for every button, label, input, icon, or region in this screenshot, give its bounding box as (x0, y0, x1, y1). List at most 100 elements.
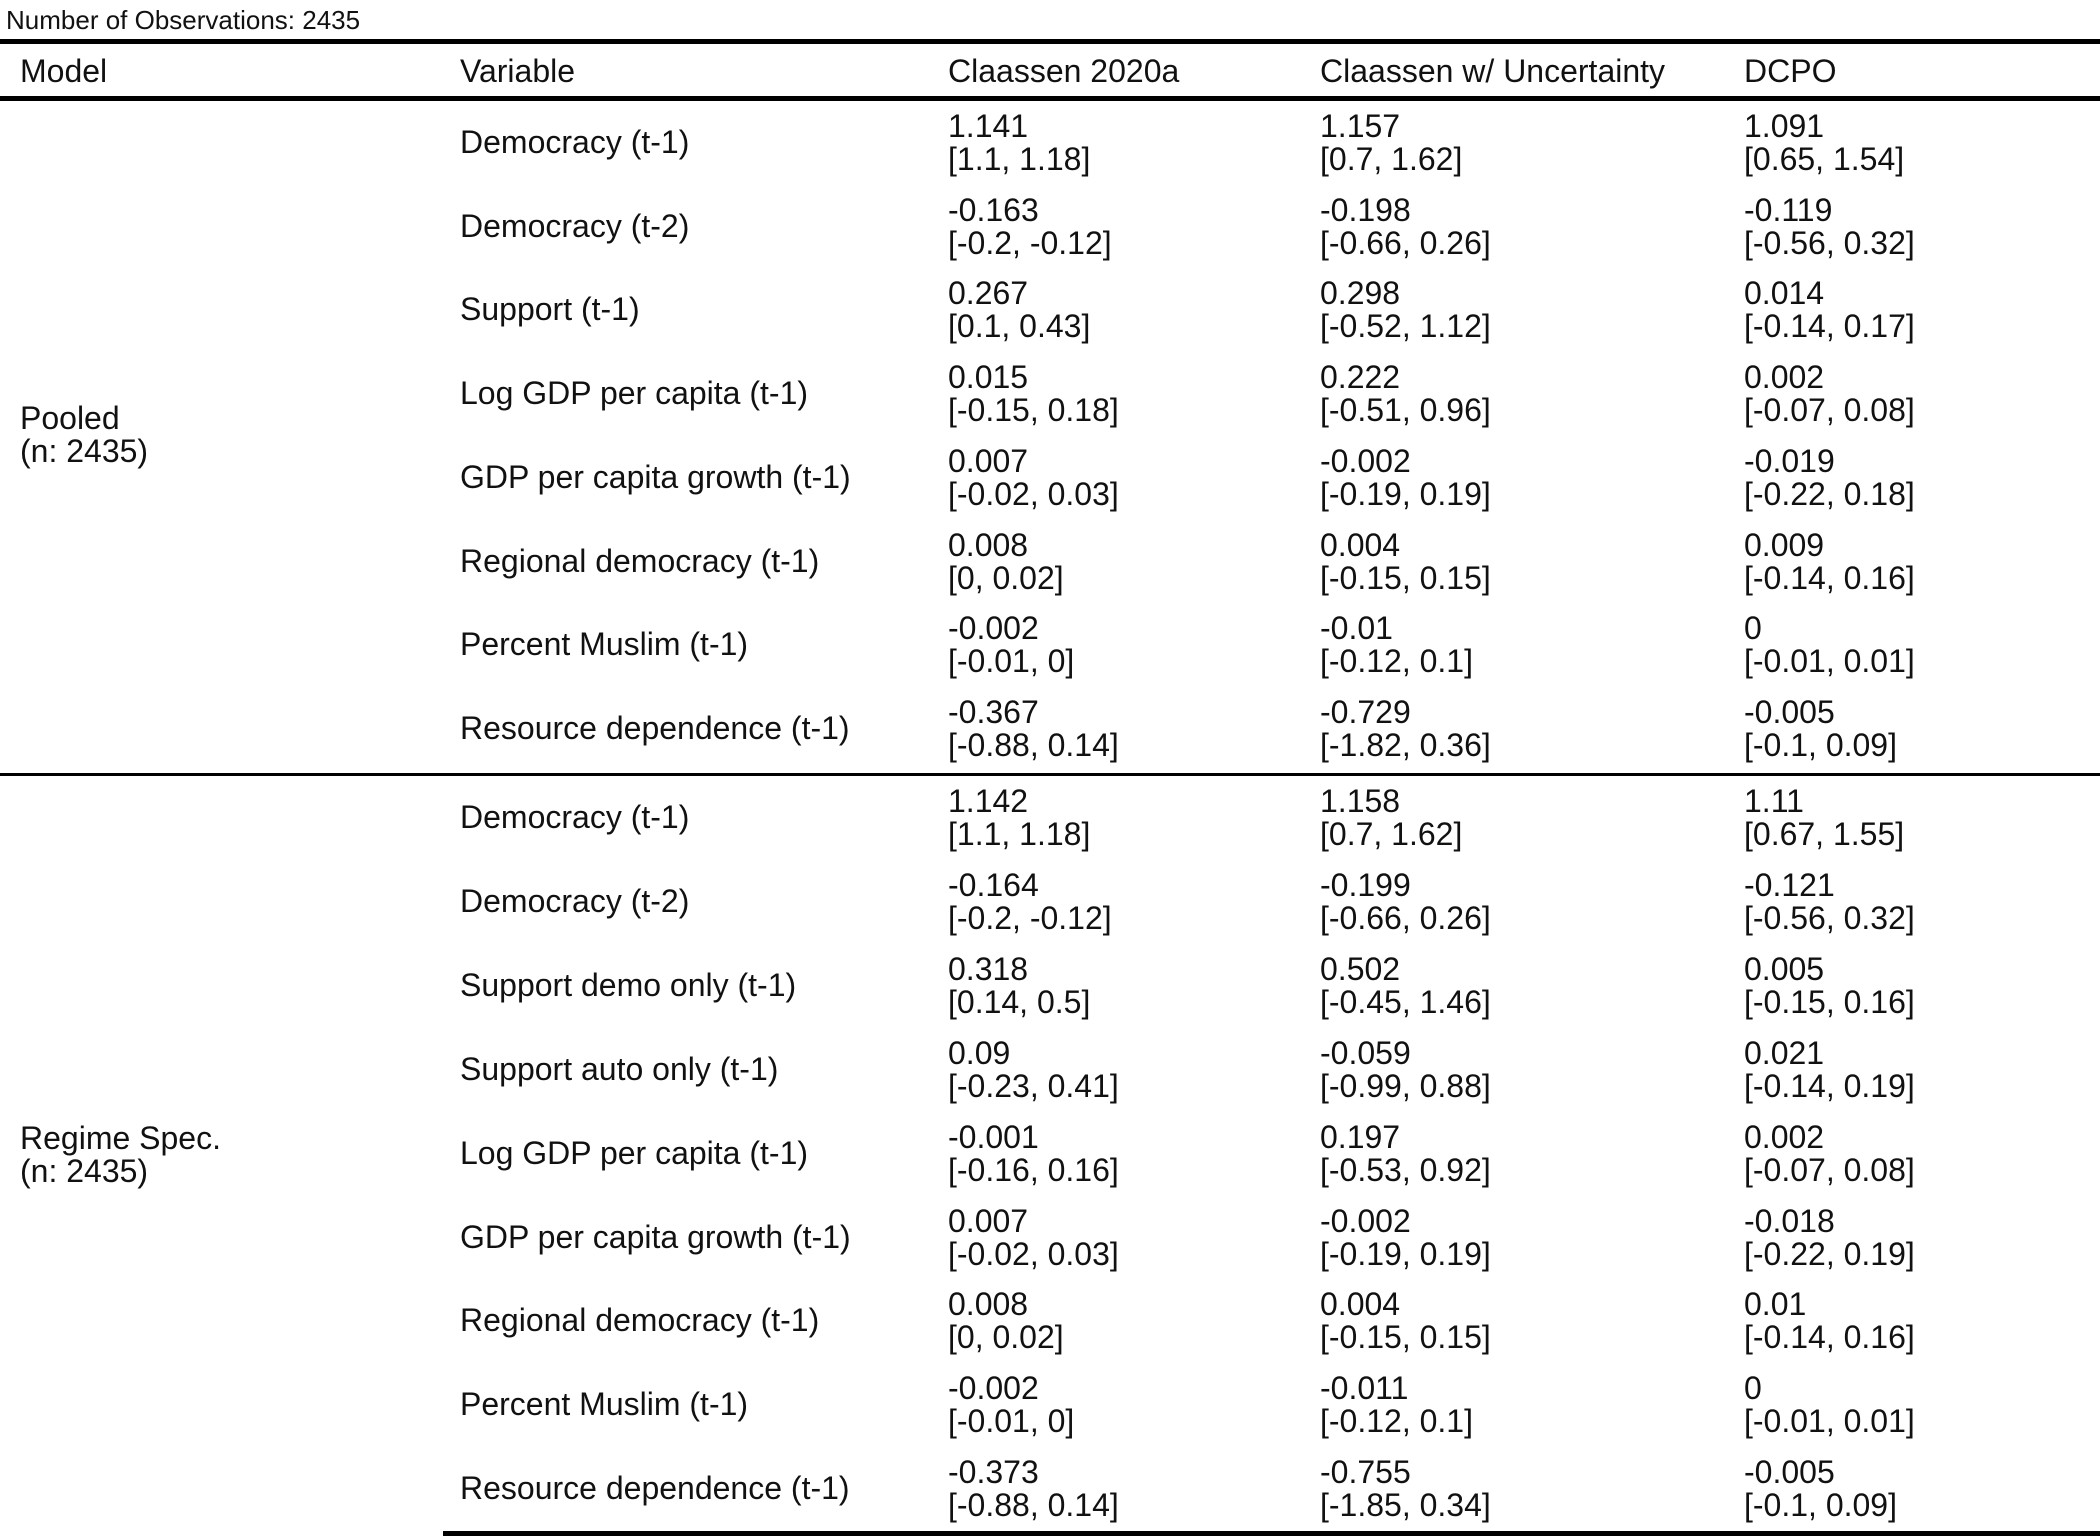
variable-name: GDP per capita growth (t-1) (460, 458, 851, 495)
coefficient-value: -0.018 (1744, 1202, 1835, 1239)
model-n: (n: 2435) (20, 1153, 149, 1189)
bottom-rule (443, 1531, 2100, 1536)
coefficient-value: -0.367 (948, 693, 1039, 730)
coefficient-value: 0.09 (948, 1034, 1011, 1071)
confidence-interval: [-0.15, 0.16] (1744, 983, 1915, 1020)
coefficient-value: -0.164 (948, 866, 1039, 903)
estimate-cell: -0.002 [-0.01, 0] (948, 1372, 1074, 1438)
model-name: Regime Spec. (20, 1120, 221, 1156)
estimate-cell: -0.002 [-0.19, 0.19] (1320, 1202, 1491, 1271)
confidence-interval: [-0.14, 0.19] (1744, 1067, 1915, 1104)
confidence-interval: [-0.88, 0.14] (948, 1487, 1119, 1524)
variable-name: Regional democracy (t-1) (460, 1302, 820, 1339)
confidence-interval: [-0.88, 0.14] (948, 726, 1119, 763)
confidence-interval: [-0.2, -0.12] (948, 899, 1112, 936)
confidence-interval: [-0.07, 0.08] (1744, 1151, 1915, 1188)
estimate-cell: 0.005 [-0.15, 0.16] (1744, 950, 1915, 1020)
variable-name: Support auto only (t-1) (460, 1050, 779, 1087)
coefficient-value: 0.002 (1744, 1118, 1825, 1155)
variable-name: GDP per capita growth (t-1) (460, 1218, 851, 1255)
confidence-interval: [-0.1, 0.09] (1744, 726, 1897, 763)
variable-name: Democracy (t-1) (460, 124, 690, 160)
estimate-cell: 0.01 [-0.14, 0.16] (1744, 1288, 1915, 1354)
coefficient-value: 0.222 (1320, 359, 1401, 396)
confidence-interval: [-0.2, -0.12] (948, 224, 1112, 261)
confidence-interval: [1.1, 1.18] (948, 141, 1091, 177)
estimate-cell: -0.199 [-0.66, 0.26] (1320, 866, 1491, 936)
estimate-cell: -0.729 [-1.82, 0.36] (1320, 693, 1491, 762)
estimate-cell: 0.014 [-0.14, 0.17] (1744, 277, 1915, 343)
confidence-interval: [-0.22, 0.18] (1744, 475, 1915, 512)
coefficient-value: 1.091 (1744, 108, 1825, 144)
estimate-cell: -0.755 [-1.85, 0.34] (1320, 1456, 1491, 1522)
confidence-interval: [-0.19, 0.19] (1320, 475, 1491, 512)
estimate-cell: 0.008 [0, 0.02] (948, 528, 1064, 596)
coefficient-value: 0.005 (1744, 950, 1825, 987)
coefficient-value: -0.729 (1320, 693, 1411, 730)
variable-name: Log GDP per capita (t-1) (460, 375, 809, 412)
coefficient-value: -0.002 (1320, 1202, 1411, 1239)
confidence-interval: [-0.23, 0.41] (948, 1067, 1119, 1104)
confidence-interval: [-0.15, 0.18] (948, 392, 1119, 429)
estimate-cell: -0.002 [-0.19, 0.19] (1320, 444, 1491, 512)
confidence-interval: [-0.53, 0.92] (1320, 1151, 1491, 1188)
coefficient-value: -0.199 (1320, 866, 1411, 903)
confidence-interval: [-0.15, 0.15] (1320, 1319, 1491, 1356)
group-divider-rule (0, 773, 2100, 776)
coefficient-value: 0.009 (1744, 526, 1825, 563)
model-n: (n: 2435) (20, 433, 149, 469)
estimate-cell: -0.001 [-0.16, 0.16] (948, 1118, 1119, 1188)
estimate-cell: -0.005 [-0.1, 0.09] (1744, 1456, 1897, 1522)
confidence-interval: [-0.56, 0.32] (1744, 224, 1915, 261)
confidence-interval: [1.1, 1.18] (948, 816, 1091, 852)
coefficient-value: -0.001 (948, 1118, 1039, 1155)
coefficient-value: 1.157 (1320, 108, 1401, 144)
confidence-interval: [-0.12, 0.1] (1320, 643, 1473, 680)
coefficient-value: 0.015 (948, 359, 1029, 396)
variable-name: Percent Muslim (t-1) (460, 626, 749, 663)
confidence-interval: [-0.66, 0.26] (1320, 224, 1491, 261)
confidence-interval: [0.14, 0.5] (948, 983, 1091, 1020)
confidence-interval: [-0.51, 0.96] (1320, 392, 1491, 429)
estimate-cell: 0.502 [-0.45, 1.46] (1320, 952, 1491, 1019)
estimate-cell: -0.164 [-0.2, -0.12] (948, 866, 1112, 936)
estimate-cell: 0 [-0.01, 0.01] (1744, 612, 1915, 678)
coefficient-value: 0.318 (948, 950, 1029, 987)
confidence-interval: [-0.14, 0.17] (1744, 308, 1915, 345)
coefficient-value: 0.007 (948, 1202, 1029, 1239)
coefficient-value: -0.198 (1320, 191, 1411, 228)
coefficient-value: 1.141 (948, 108, 1029, 144)
estimate-cell: 1.142 [1.1, 1.18] (948, 785, 1090, 851)
estimate-cell: 0.009 [-0.14, 0.16] (1744, 526, 1915, 595)
confidence-interval: [-0.1, 0.09] (1744, 1487, 1897, 1524)
estimate-cell: 0.002 [-0.07, 0.08] (1744, 361, 1915, 427)
confidence-interval: [0, 0.02] (948, 559, 1064, 596)
confidence-interval: [-1.85, 0.34] (1320, 1487, 1491, 1524)
confidence-interval: [-0.01, 0.01] (1744, 1403, 1915, 1440)
estimate-cell: 1.157 [0.7, 1.62] (1320, 110, 1462, 176)
estimate-cell: -0.011 [-0.12, 0.1] (1320, 1372, 1473, 1438)
estimate-cell: 1.141 [1.1, 1.18] (948, 110, 1090, 176)
coefficient-value: -0.002 (948, 1370, 1039, 1407)
coefficient-value: -0.373 (948, 1454, 1039, 1491)
confidence-interval: [-0.14, 0.16] (1744, 1319, 1915, 1356)
confidence-interval: [0, 0.02] (948, 1319, 1064, 1356)
estimate-cell: 0.197 [-0.53, 0.92] (1320, 1118, 1491, 1188)
variable-name: Democracy (t-1) (460, 799, 690, 835)
estimate-cell: 0.318 [0.14, 0.5] (948, 950, 1091, 1020)
coefficient-value: 0.197 (1320, 1118, 1401, 1155)
estimate-cell: 0.008 [0, 0.02] (948, 1288, 1064, 1354)
estimate-cell: 0.004 [-0.15, 0.15] (1320, 528, 1491, 595)
confidence-interval: [0.1, 0.43] (948, 308, 1091, 345)
confidence-interval: [-0.52, 1.12] (1320, 308, 1491, 345)
estimate-cell: 0.222 [-0.51, 0.96] (1320, 361, 1491, 427)
coefficient-value: -0.005 (1744, 693, 1835, 730)
confidence-interval: [-0.66, 0.26] (1320, 899, 1491, 936)
column-header-dcpo: DCPO (1744, 53, 1837, 89)
variable-name: Resource dependence (t-1) (460, 709, 850, 746)
estimate-cell: 0.002 [-0.07, 0.08] (1744, 1118, 1915, 1188)
confidence-interval: [0.7, 1.62] (1320, 816, 1463, 852)
variable-name: Support (t-1) (460, 291, 640, 328)
variable-name: Percent Muslim (t-1) (460, 1386, 749, 1423)
confidence-interval: [-0.16, 0.16] (948, 1151, 1119, 1188)
